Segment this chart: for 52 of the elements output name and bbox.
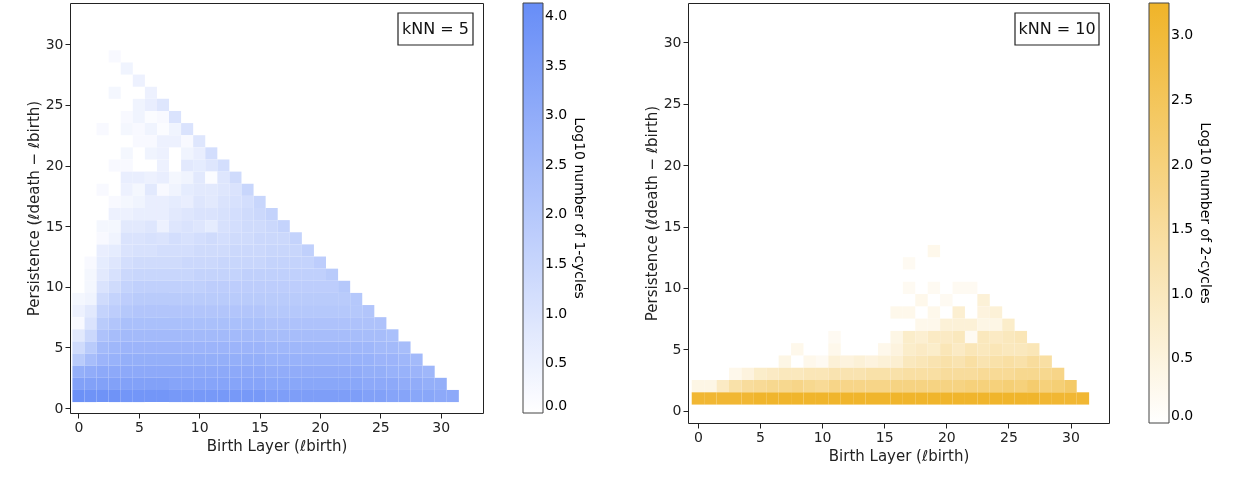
color-bar-label: 3.0 [545,106,568,123]
x-tick-label: 10 [190,418,209,435]
y-tick-label: 25 [663,95,682,112]
x-tick-label: 15 [875,428,894,445]
color-bar-title: Log10 number of 2-cycles [1198,122,1214,304]
y-tick-label: 15 [663,218,682,235]
y-axis-title: Persistence (ℓdeath − ℓbirth) [642,105,661,322]
color-bar-label: 2.5 [545,155,568,172]
x-tick-label: 30 [432,418,451,435]
annotation: kNN = 10 [1018,19,1096,38]
y-tick-label: 25 [45,96,64,113]
x-tick-label: 25 [999,428,1018,445]
color-bar-label: 2.0 [1171,155,1194,172]
y-tick-label: 0 [672,402,682,419]
color-bar-title: Log10 number of 1-cycles [572,117,588,299]
y-tick-label: 0 [54,399,64,416]
x-axis-title: Birth Layer (ℓbirth) [828,446,970,465]
x-tick-label: 10 [813,428,832,445]
color-bar-label: 1.5 [1171,220,1194,237]
y-tick-label: 5 [54,339,64,355]
y-tick-label: 10 [45,278,64,295]
annotation: kNN = 5 [402,19,469,38]
color-bar-label: 3.0 [1171,26,1194,43]
y-tick-label: 20 [663,156,682,173]
color-bar-label: 3.5 [545,56,568,73]
color-bar-label: 1.0 [545,304,568,321]
x-tick-label: 15 [251,418,270,435]
color-bar-label: 0.5 [545,354,568,371]
color-bar-label: 4.0 [545,6,568,23]
y-tick-label: 5 [672,340,682,357]
color-bar-label: 0.0 [1171,407,1194,423]
y-axis-title: Persistence (ℓdeath − ℓbirth) [24,100,43,317]
x-tick-label: 30 [1062,428,1080,445]
y-tick-label: 30 [45,35,64,52]
x-tick-label: 0 [74,418,84,435]
x-tick-label: 0 [693,428,703,445]
y-tick-label: 15 [45,217,64,234]
x-axis-title: Birth Layer (ℓbirth) [206,436,348,455]
y-tick-label: 30 [663,33,682,50]
color-bar-label: 1.0 [1171,284,1194,301]
color-bar-label: 1.5 [545,255,568,272]
x-tick-label: 25 [371,418,390,435]
y-tick-label: 20 [45,157,64,174]
color-bar-label: 0.5 [1171,349,1194,366]
color-bar-label: 2.5 [1171,90,1194,107]
x-tick-label: 20 [311,418,330,435]
x-tick-label: 5 [756,428,765,445]
color-bar-label: 2.0 [545,205,568,222]
color-bar-label: 0.0 [545,397,568,413]
x-tick-label: 5 [134,418,144,435]
y-tick-label: 10 [663,279,682,296]
x-tick-label: 20 [937,428,956,445]
